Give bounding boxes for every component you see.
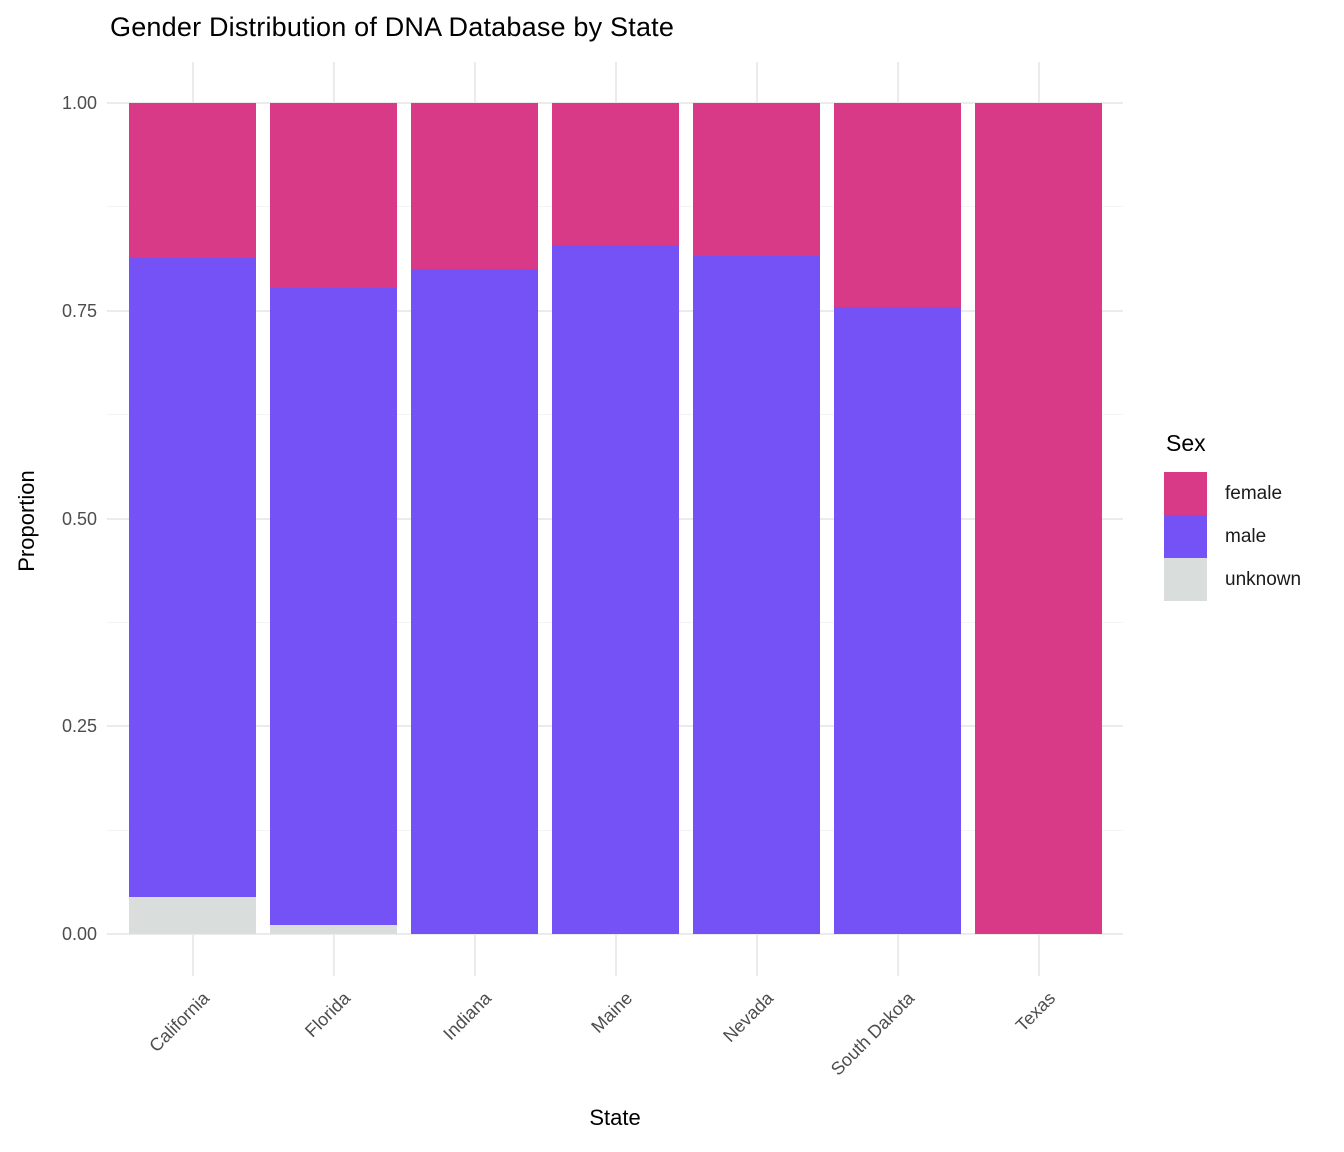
y-tick-label: 1.00 <box>61 93 97 113</box>
legend-key-swatch-female <box>1164 472 1207 515</box>
bar-segment-male-california <box>129 258 256 897</box>
legend-key-swatch-unknown <box>1164 558 1207 601</box>
bar-segment-female-maine <box>552 103 679 246</box>
legend-item-male: male <box>1164 515 1340 558</box>
y-axis-title: Proportion <box>14 470 39 572</box>
bar-segment-female-indiana <box>411 103 538 270</box>
legend-key-swatch-male <box>1164 515 1207 558</box>
legend: Sex female male unknown <box>1164 430 1340 601</box>
chart-title: Gender Distribution of DNA Database by S… <box>110 12 675 42</box>
legend-item-female: female <box>1164 472 1340 515</box>
legend-title: Sex <box>1166 430 1206 456</box>
x-tick-label: Indiana <box>439 988 496 1044</box>
bar-segment-female-nevada <box>693 103 820 256</box>
bar-segment-male-maine <box>552 245 679 934</box>
bar-segment-female-texas <box>975 103 1102 934</box>
x-tick-label: Nevada <box>719 988 778 1047</box>
bar-segment-male-indiana <box>411 269 538 934</box>
legend-item-label: unknown <box>1225 568 1302 590</box>
bar-segment-female-california <box>129 103 256 259</box>
bar-segment-female-florida <box>270 103 397 289</box>
legend-item-label: female <box>1225 482 1283 504</box>
x-axis-title: State <box>589 1105 641 1130</box>
legend-item-label: male <box>1225 525 1267 547</box>
plot-panel <box>107 62 1123 976</box>
y-tick-label: 0.50 <box>61 508 97 529</box>
legend-items: female male unknown <box>1164 472 1340 601</box>
x-tick-label: Florida <box>301 988 355 1042</box>
y-tick-label: 0.00 <box>61 924 97 944</box>
bar-segment-female-south-dakota <box>834 103 961 308</box>
y-tick-label: 0.75 <box>61 300 97 321</box>
bar-segment-male-south-dakota <box>834 307 961 934</box>
bar-segment-male-nevada <box>693 255 820 934</box>
y-tick-label: 0.25 <box>61 716 97 737</box>
x-tick-label: California <box>145 988 214 1056</box>
x-tick-label: Maine <box>587 988 637 1037</box>
x-tick-label: Texas <box>1012 988 1060 1036</box>
x-tick-label: South Dakota <box>827 988 919 1080</box>
bar-segment-unknown-florida <box>270 924 397 934</box>
bar-segment-unknown-california <box>129 896 256 934</box>
bar-segment-male-florida <box>270 288 397 925</box>
legend-item-unknown: unknown <box>1164 558 1340 601</box>
